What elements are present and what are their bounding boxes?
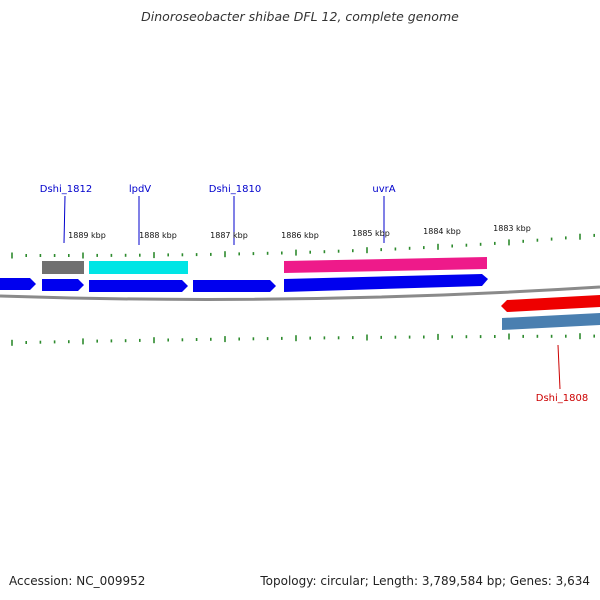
tick-label-1885-kbp: 1885 kbp [352,229,390,238]
gene-label-dshi-1810[interactable]: Dshi_1810 [209,184,261,195]
gene-label-dshi-1812[interactable]: Dshi_1812 [40,184,92,195]
gene-label-dshi-1808[interactable]: Dshi_1808 [536,393,588,404]
tick-label-1887-kbp: 1887 kbp [210,231,248,240]
genome-info-label: Topology: circular; Length: 3,789,584 bp… [260,574,590,588]
inner-tick-marks [11,333,596,346]
cds-arrow-lpdv[interactable] [89,280,188,292]
tick-label-1889-kbp: 1889 kbp [68,231,106,240]
gene-feature-lpdv[interactable] [89,261,188,274]
genome-title: Dinoroseobacter shibae DFL 12, complete … [141,9,459,24]
leader-line-dshi-1812 [63,195,66,244]
cds-arrow-dshi-1812[interactable] [42,279,84,291]
gene-label-uvra[interactable]: uvrA [372,184,395,195]
gene-feature-uvra[interactable] [284,257,487,273]
leader-line-dshi-1808 [557,344,561,390]
tick-label-1886-kbp: 1886 kbp [281,231,319,240]
genome-backbone [0,285,600,301]
tick-label-1883-kbp: 1883 kbp [493,224,531,233]
tick-label-1884-kbp: 1884 kbp [423,227,461,236]
cds-arrow-leftmost[interactable] [0,278,36,290]
outer-tick-marks [11,233,596,259]
gene-feature-dshi-1812[interactable] [42,261,84,274]
gene-feature-dshi-1808[interactable] [501,295,600,312]
accession-label: Accession: NC_009952 [9,574,146,588]
cds-arrow-dshi-1810[interactable] [193,280,276,292]
gene-label-lpdv[interactable]: lpdV [129,184,151,195]
cds-arrow-uvra[interactable] [284,274,488,292]
cds-feature-dshi-1808[interactable] [502,313,600,330]
tick-label-1888-kbp: 1888 kbp [139,231,177,240]
